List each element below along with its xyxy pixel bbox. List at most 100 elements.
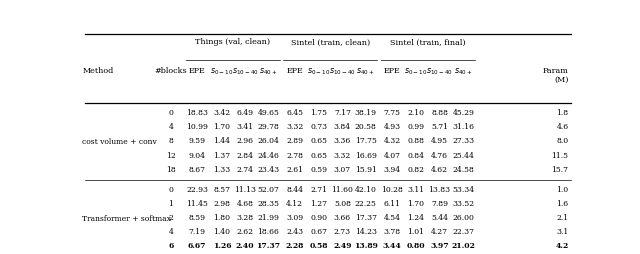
Text: 4.32: 4.32 [383, 137, 401, 145]
Text: 8.57: 8.57 [213, 185, 230, 193]
Text: 24.58: 24.58 [452, 165, 474, 173]
Text: 1.33: 1.33 [213, 165, 230, 173]
Text: Method: Method [83, 67, 114, 75]
Text: 10.28: 10.28 [381, 185, 403, 193]
Text: 4.93: 4.93 [383, 123, 401, 131]
Text: 1.27: 1.27 [310, 199, 327, 207]
Text: 0.80: 0.80 [406, 241, 425, 249]
Text: 2: 2 [168, 213, 173, 221]
Text: 1.37: 1.37 [213, 151, 230, 159]
Text: 1.70: 1.70 [213, 123, 230, 131]
Text: 22.37: 22.37 [452, 227, 474, 235]
Text: 4: 4 [168, 123, 173, 131]
Text: 2.89: 2.89 [286, 137, 303, 145]
Text: 11.60: 11.60 [332, 185, 353, 193]
Text: 22.93: 22.93 [186, 185, 208, 193]
Text: 3.66: 3.66 [334, 213, 351, 221]
Text: 4.76: 4.76 [431, 151, 448, 159]
Text: 18.66: 18.66 [257, 227, 280, 235]
Text: 4.54: 4.54 [383, 213, 401, 221]
Text: $s_{10-40}$: $s_{10-40}$ [329, 67, 356, 77]
Text: 3.41: 3.41 [237, 123, 253, 131]
Text: 11.5: 11.5 [552, 151, 568, 159]
Text: #blocks: #blocks [154, 67, 187, 75]
Text: 3.36: 3.36 [333, 137, 351, 145]
Text: 29.78: 29.78 [257, 123, 280, 131]
Text: 13.89: 13.89 [354, 241, 378, 249]
Text: 18.83: 18.83 [186, 109, 208, 117]
Text: $s_{40+}$: $s_{40+}$ [356, 67, 375, 77]
Text: 21.02: 21.02 [451, 241, 476, 249]
Text: 1.26: 1.26 [212, 241, 231, 249]
Text: 1.24: 1.24 [407, 213, 424, 221]
Text: 0.58: 0.58 [309, 241, 328, 249]
Text: 9.04: 9.04 [189, 151, 205, 159]
Text: 4.2: 4.2 [556, 241, 568, 249]
Text: 15.91: 15.91 [355, 165, 376, 173]
Text: 8.0: 8.0 [556, 137, 568, 145]
Text: 0.59: 0.59 [310, 165, 327, 173]
Text: 2.84: 2.84 [237, 151, 253, 159]
Text: 8: 8 [168, 137, 173, 145]
Text: 0: 0 [168, 109, 173, 117]
Text: 4.95: 4.95 [431, 137, 448, 145]
Text: 22.25: 22.25 [355, 199, 376, 207]
Text: 26.04: 26.04 [257, 137, 280, 145]
Text: 2.73: 2.73 [334, 227, 351, 235]
Text: 7.89: 7.89 [431, 199, 448, 207]
Text: 0.65: 0.65 [310, 137, 327, 145]
Text: 49.65: 49.65 [257, 109, 280, 117]
Text: Sintel (train, final): Sintel (train, final) [390, 38, 465, 46]
Text: 2.10: 2.10 [407, 109, 424, 117]
Text: 3.42: 3.42 [213, 109, 230, 117]
Text: 13.83: 13.83 [429, 185, 451, 193]
Text: 0.84: 0.84 [407, 151, 424, 159]
Text: 3.84: 3.84 [334, 123, 351, 131]
Text: 6.67: 6.67 [188, 241, 206, 249]
Text: 6.49: 6.49 [237, 109, 253, 117]
Text: 17.37: 17.37 [355, 213, 377, 221]
Text: 0.90: 0.90 [310, 213, 327, 221]
Text: 17.75: 17.75 [355, 137, 376, 145]
Text: $s_{40+}$: $s_{40+}$ [454, 67, 473, 77]
Text: 0.82: 0.82 [407, 165, 424, 173]
Text: 25.44: 25.44 [452, 151, 474, 159]
Text: 2.49: 2.49 [333, 241, 351, 249]
Text: 10.99: 10.99 [186, 123, 208, 131]
Text: 0.65: 0.65 [310, 151, 327, 159]
Text: Things (val, clean): Things (val, clean) [195, 38, 270, 46]
Text: 38.19: 38.19 [355, 109, 377, 117]
Text: 42.10: 42.10 [355, 185, 376, 193]
Text: 8.67: 8.67 [189, 165, 205, 173]
Text: 8.44: 8.44 [286, 185, 303, 193]
Text: 3.07: 3.07 [334, 165, 351, 173]
Text: 45.29: 45.29 [452, 109, 474, 117]
Text: 2.43: 2.43 [286, 227, 303, 235]
Text: 2.78: 2.78 [286, 151, 303, 159]
Text: Transformer + softmax: Transformer + softmax [83, 214, 172, 222]
Text: 14.23: 14.23 [355, 227, 377, 235]
Text: 2.1: 2.1 [556, 213, 568, 221]
Text: 2.61: 2.61 [286, 165, 303, 173]
Text: 4.68: 4.68 [237, 199, 253, 207]
Text: 2.74: 2.74 [237, 165, 253, 173]
Text: 52.07: 52.07 [257, 185, 280, 193]
Text: 31.16: 31.16 [452, 123, 474, 131]
Text: Param
(M): Param (M) [543, 67, 568, 84]
Text: 3.94: 3.94 [383, 165, 401, 173]
Text: 33.52: 33.52 [452, 199, 474, 207]
Text: 21.99: 21.99 [257, 213, 280, 221]
Text: 3.11: 3.11 [407, 185, 424, 193]
Text: 3.44: 3.44 [383, 241, 401, 249]
Text: 7.17: 7.17 [334, 109, 351, 117]
Text: 5.08: 5.08 [334, 199, 351, 207]
Text: 9.59: 9.59 [189, 137, 205, 145]
Text: 17.37: 17.37 [257, 241, 280, 249]
Text: 4.27: 4.27 [431, 227, 448, 235]
Text: 0.73: 0.73 [310, 123, 327, 131]
Text: 53.34: 53.34 [452, 185, 474, 193]
Text: 2.40: 2.40 [236, 241, 255, 249]
Text: EPE: EPE [286, 67, 303, 75]
Text: 15.7: 15.7 [552, 165, 568, 173]
Text: 4.6: 4.6 [556, 123, 568, 131]
